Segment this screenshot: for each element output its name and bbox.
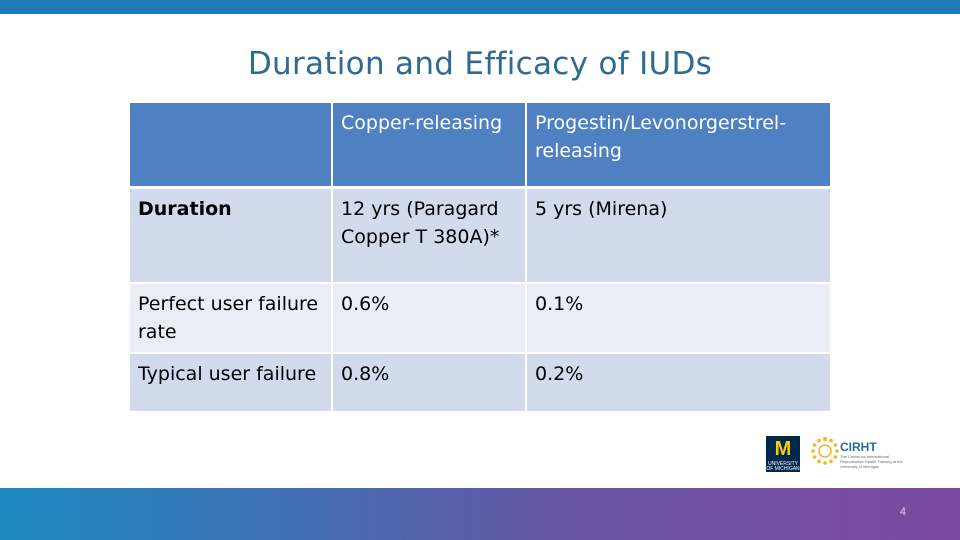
row-label-perfect-user: Perfect user failure rate [130,282,333,353]
table-row: Perfect user failure rate 0.6% 0.1% [130,282,830,353]
cell-copper-duration: 12 yrs (Paragard Copper T 380A)* [332,185,527,283]
cell-progestin-perfect-user: 0.1% [526,282,830,353]
top-accent-bar [0,0,960,14]
university-of-michigan-logo: M UNIVERSITY OF MICHIGAN [766,436,800,472]
footer-logos: M UNIVERSITY OF MICHIGAN CIRHT The Cente… [762,432,912,476]
cirht-subtitle: The Center for International Reproductiv… [840,454,903,469]
cirht-name: CIRHT [840,440,877,454]
umich-block-m: M [774,438,792,460]
row-label-typical-user: Typical user failure [130,352,333,411]
table-header-copper: Copper-releasing [332,103,527,187]
iud-comparison-table: Copper-releasing Progestin/Levonorgerstr… [130,103,830,411]
slide-number: 4 [899,506,906,518]
table-row: Typical user failure 0.8% 0.2% [130,352,830,411]
bottom-gradient-bar: 4 [0,488,960,540]
cell-copper-typical-user: 0.8% [332,352,527,411]
row-label-duration: Duration [130,185,333,283]
cell-progestin-typical-user: 0.2% [526,352,830,411]
cell-progestin-duration: 5 yrs (Mirena) [526,185,830,283]
cell-copper-perfect-user: 0.6% [332,282,527,353]
umich-wordmark: UNIVERSITY OF MICHIGAN [766,461,800,472]
table-header-progestin: Progestin/Levonorgerstrel-releasing [526,103,830,187]
cirht-sunburst-icon [811,437,839,465]
table-row: Duration 12 yrs (Paragard Copper T 380A)… [130,185,830,283]
slide-title: Duration and Efficacy of IUDs [247,46,713,82]
table-header-row: Copper-releasing Progestin/Levonorgerstr… [130,103,830,187]
table-header-blank [130,103,333,187]
cirht-logo: CIRHT The Center for International Repro… [810,434,910,476]
